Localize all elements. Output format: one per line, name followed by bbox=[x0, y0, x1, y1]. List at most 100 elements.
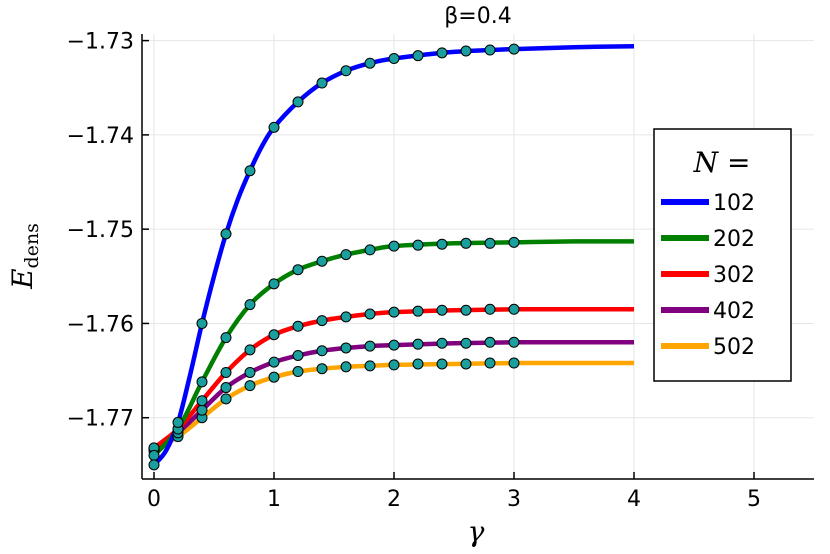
data-point-402 bbox=[196, 404, 208, 416]
data-point-402 bbox=[484, 336, 496, 348]
legend-label-402: 402 bbox=[713, 299, 755, 324]
data-point-302 bbox=[412, 305, 424, 317]
data-point-302 bbox=[508, 303, 520, 315]
data-point-202 bbox=[268, 278, 280, 290]
data-point-502 bbox=[436, 358, 448, 370]
data-point-202 bbox=[340, 249, 352, 261]
data-point-402 bbox=[364, 340, 376, 352]
data-point-102 bbox=[220, 228, 232, 240]
x-tick-label: 2 bbox=[387, 487, 401, 512]
axes bbox=[141, 34, 814, 480]
data-point-102 bbox=[292, 96, 304, 108]
data-point-102 bbox=[316, 77, 328, 89]
data-point-402 bbox=[268, 356, 280, 368]
data-point-502 bbox=[316, 363, 328, 375]
x-tick-label: 3 bbox=[507, 487, 521, 512]
y-axis-label: Edens bbox=[6, 223, 43, 290]
data-point-102 bbox=[460, 45, 472, 57]
data-point-402 bbox=[436, 337, 448, 349]
data-point-202 bbox=[412, 239, 424, 251]
y-tick-label: −1.74 bbox=[67, 124, 134, 149]
data-point-202 bbox=[388, 240, 400, 252]
x-tick-label: 1 bbox=[267, 487, 281, 512]
data-point-302 bbox=[292, 320, 304, 332]
data-point-102 bbox=[484, 44, 496, 56]
data-point-402 bbox=[244, 366, 256, 378]
data-point-502 bbox=[340, 361, 352, 373]
data-point-302 bbox=[244, 344, 256, 356]
series-line-102 bbox=[152, 44, 635, 467]
y-tick-label: −1.77 bbox=[67, 407, 134, 432]
x-axis-label: γ bbox=[468, 515, 485, 548]
data-point-502 bbox=[268, 371, 280, 383]
data-point-102 bbox=[148, 459, 160, 471]
data-point-402 bbox=[388, 339, 400, 351]
chart-title: β=0.4 bbox=[444, 4, 511, 29]
data-point-202 bbox=[196, 376, 208, 388]
data-point-102 bbox=[388, 53, 400, 65]
data-point-502 bbox=[244, 380, 256, 392]
y-tick-label: −1.73 bbox=[67, 30, 134, 55]
data-point-202 bbox=[508, 236, 520, 248]
data-point-502 bbox=[220, 393, 232, 405]
data-point-302 bbox=[484, 303, 496, 315]
data-point-502 bbox=[388, 359, 400, 371]
data-point-102 bbox=[508, 43, 520, 55]
data-point-102 bbox=[340, 65, 352, 77]
legend-label-502: 502 bbox=[713, 335, 755, 360]
data-point-502 bbox=[292, 366, 304, 378]
y-axis-label-main: E bbox=[6, 268, 39, 289]
x-tick-label: 4 bbox=[627, 487, 641, 512]
x-tick-label: 5 bbox=[747, 487, 761, 512]
data-point-102 bbox=[364, 57, 376, 69]
data-point-402 bbox=[292, 349, 304, 361]
data-point-202 bbox=[292, 264, 304, 276]
legend-box bbox=[653, 128, 792, 382]
data-point-102 bbox=[412, 50, 424, 62]
y-tick-label: −1.75 bbox=[67, 218, 134, 243]
data-point-402 bbox=[340, 342, 352, 354]
data-point-502 bbox=[508, 357, 520, 369]
series-layer bbox=[148, 43, 635, 471]
data-point-402 bbox=[316, 345, 328, 357]
data-point-302 bbox=[460, 304, 472, 316]
data-point-302 bbox=[340, 311, 352, 323]
data-point-302 bbox=[388, 306, 400, 318]
data-point-202 bbox=[364, 244, 376, 256]
data-point-502 bbox=[412, 358, 424, 370]
data-point-302 bbox=[436, 304, 448, 316]
data-point-502 bbox=[460, 358, 472, 370]
y-axis-label-group: Edens bbox=[6, 223, 43, 290]
legend-items: 102 202 302 402 502 bbox=[661, 191, 755, 360]
ticks: 0 1 2 3 4 5 −1.73 −1.74 −1.75 −1.76 −1.77 bbox=[67, 30, 761, 512]
data-point-302 bbox=[196, 395, 208, 407]
data-point-502 bbox=[484, 357, 496, 369]
data-point-402 bbox=[508, 336, 520, 348]
data-point-202 bbox=[148, 449, 160, 461]
data-point-202 bbox=[244, 299, 256, 311]
data-point-302 bbox=[220, 366, 232, 378]
y-axis-label-subscript: dens bbox=[21, 223, 43, 268]
legend-label-102: 102 bbox=[713, 191, 755, 216]
legend-title: N = bbox=[693, 146, 751, 179]
data-point-402 bbox=[220, 382, 232, 394]
data-point-302 bbox=[268, 329, 280, 341]
legend-label-302: 302 bbox=[713, 263, 755, 288]
data-point-402 bbox=[460, 337, 472, 349]
data-point-302 bbox=[364, 308, 376, 320]
data-point-402 bbox=[412, 338, 424, 350]
data-point-102 bbox=[172, 416, 184, 428]
data-point-302 bbox=[316, 315, 328, 327]
data-point-202 bbox=[436, 238, 448, 250]
data-point-102 bbox=[268, 121, 280, 133]
y-tick-label: −1.76 bbox=[67, 312, 134, 337]
data-point-202 bbox=[316, 255, 328, 267]
data-point-202 bbox=[484, 237, 496, 249]
data-point-202 bbox=[220, 332, 232, 344]
data-point-102 bbox=[436, 47, 448, 59]
data-point-202 bbox=[460, 237, 472, 249]
legend: N = 102 202 302 402 502 bbox=[653, 128, 792, 382]
legend-label-202: 202 bbox=[713, 227, 755, 252]
data-point-102 bbox=[196, 317, 208, 329]
